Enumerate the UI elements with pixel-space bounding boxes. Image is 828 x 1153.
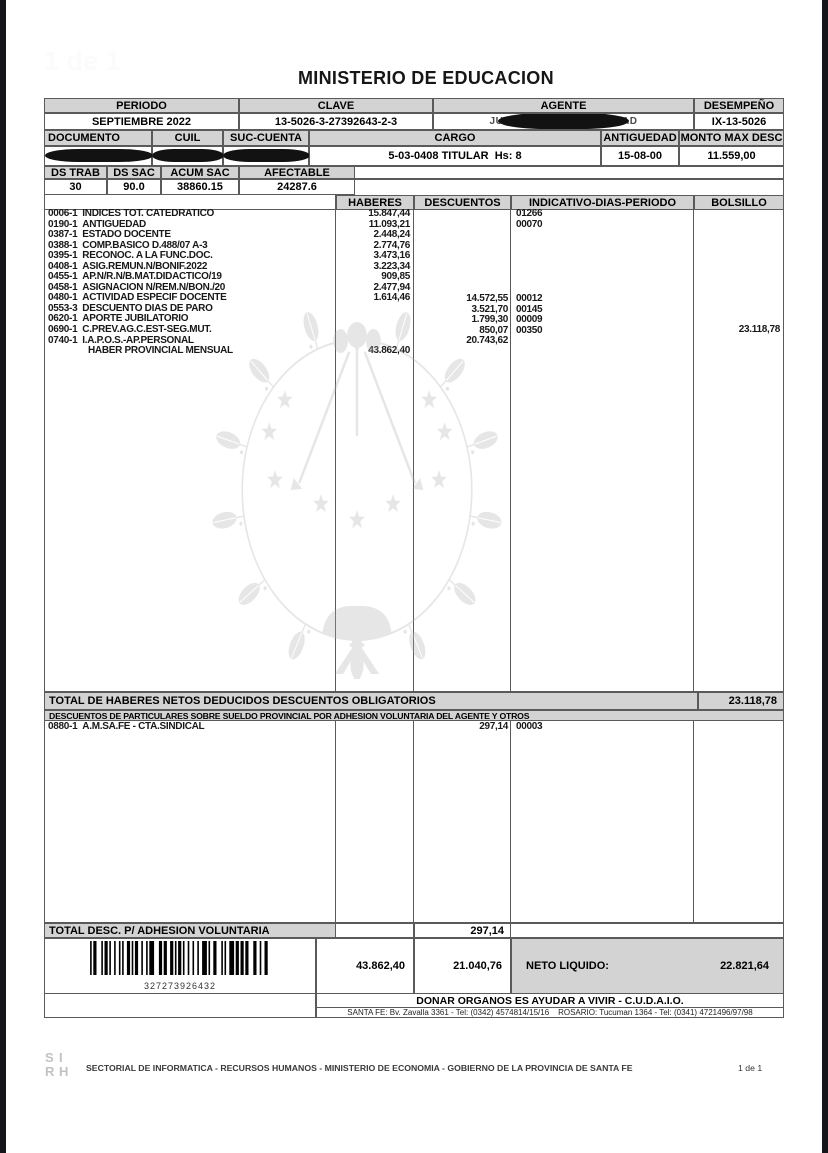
svg-text:R: R <box>45 1064 55 1078</box>
svg-text:S: S <box>45 1050 54 1065</box>
svg-text:H: H <box>59 1064 68 1078</box>
svg-text:I: I <box>59 1050 63 1065</box>
